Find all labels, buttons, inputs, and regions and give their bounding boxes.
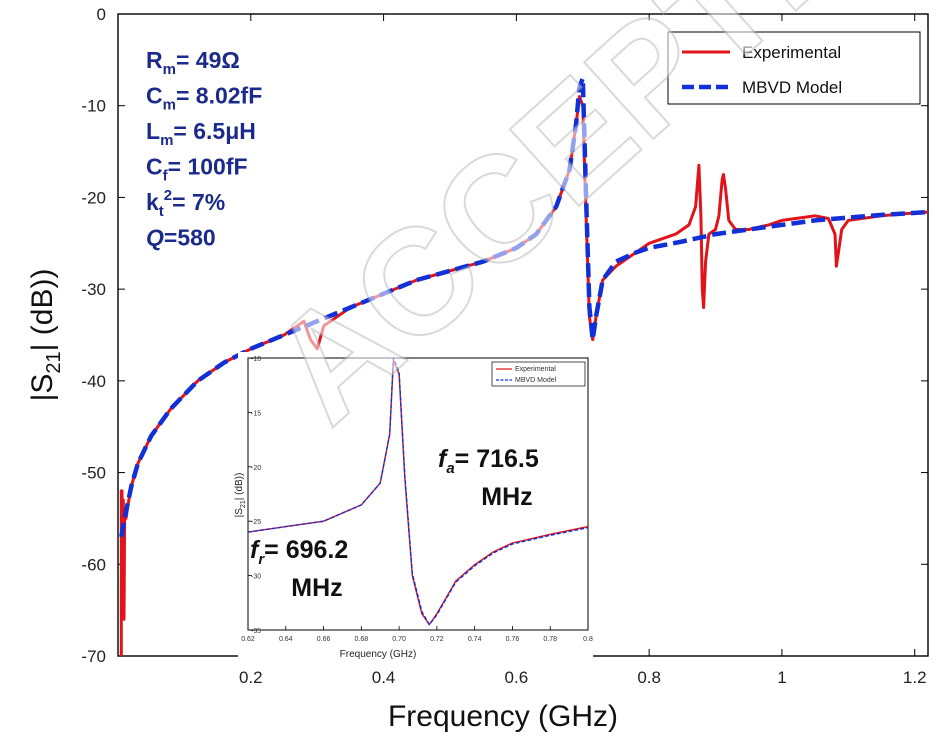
- annotation-resonance: fr= 696.2: [250, 536, 348, 568]
- inset-x-tick-label: 0.76: [506, 636, 520, 643]
- y-tick-label: -10: [81, 97, 106, 116]
- x-tick-label: 0.8: [637, 668, 661, 687]
- x-axis-label: Frequency (GHz): [388, 700, 618, 733]
- inset-x-tick-label: 0.68: [355, 636, 369, 643]
- inset-y-axis-label: |S21| (dB)): [234, 473, 247, 518]
- y-tick-label: -20: [81, 188, 106, 207]
- inset-y-tick-label: -30: [251, 574, 261, 581]
- inset-legend: Experimental MBVD Model: [491, 361, 586, 387]
- y-tick-label: -40: [81, 372, 106, 391]
- legend: Experimental MBVD Model: [667, 31, 921, 105]
- x-tick-label: 0.4: [372, 668, 396, 687]
- inset-y-tick-label: -15: [251, 410, 261, 417]
- param-line: kt2= 7%: [146, 187, 225, 220]
- y-tick-label: -50: [81, 464, 106, 483]
- inset-x-tick-label: 0.64: [279, 636, 293, 643]
- param-line: Cm= 8.02fF: [146, 83, 262, 114]
- x-tick-label: 0.2: [239, 668, 263, 687]
- inset-x-tick-label: 0.72: [430, 636, 444, 643]
- annotation-anti-resonance: fa= 716.5: [438, 445, 539, 477]
- inset-y-tick-label: -25: [251, 519, 261, 526]
- legend-box: [667, 31, 921, 105]
- inset-y-tick-label: -20: [251, 465, 261, 472]
- series-line-mbvd-model: [119, 75, 929, 538]
- y-tick-label: -30: [81, 280, 106, 299]
- param-line: Lm= 6.5μH: [146, 118, 256, 149]
- inset-legend-label-mbvd-model: MBVD Model: [515, 377, 557, 384]
- param-line: Rm= 49Ω: [146, 47, 240, 78]
- inset-y-tick-label: -35: [251, 628, 261, 635]
- annotation-anti-resonance-unit: MHz: [481, 483, 532, 511]
- inset-x-tick-label: 0.74: [468, 636, 482, 643]
- inset-y-tick-label: -10: [251, 356, 261, 363]
- inset-x-tick-label: 0.78: [543, 636, 557, 643]
- y-tick-label: -70: [81, 647, 106, 666]
- legend-label-mbvd-model: MBVD Model: [742, 78, 842, 97]
- inset-background: [238, 352, 593, 664]
- inset-x-tick-label: 0.8: [583, 636, 593, 643]
- y-tick-label: -60: [81, 555, 106, 574]
- y-tick-label: 0: [97, 5, 106, 24]
- inset-x-tick-label: 0.62: [241, 636, 255, 643]
- inset-x-tick-label: 0.70: [392, 636, 406, 643]
- annotation-resonance-unit: MHz: [291, 574, 342, 602]
- param-line: Q=580: [146, 225, 216, 251]
- inset-frame: [247, 357, 589, 631]
- inset-x-tick-label: 0.66: [317, 636, 331, 643]
- legend-label-experimental: Experimental: [742, 43, 841, 62]
- x-tick-label: 1: [777, 668, 786, 687]
- x-tick-label: 0.6: [505, 668, 529, 687]
- inset-x-axis-label: Frequency (GHz): [340, 649, 417, 660]
- x-tick-label: 1.2: [903, 668, 927, 687]
- inset-legend-label-experimental: Experimental: [515, 366, 556, 373]
- y-axis-label: |S21| (dB)): [26, 269, 65, 402]
- param-line: Cf= 100fF: [146, 154, 248, 185]
- inset-legend-box: [491, 361, 586, 387]
- inset-series-line-mbvd-model: [247, 357, 589, 626]
